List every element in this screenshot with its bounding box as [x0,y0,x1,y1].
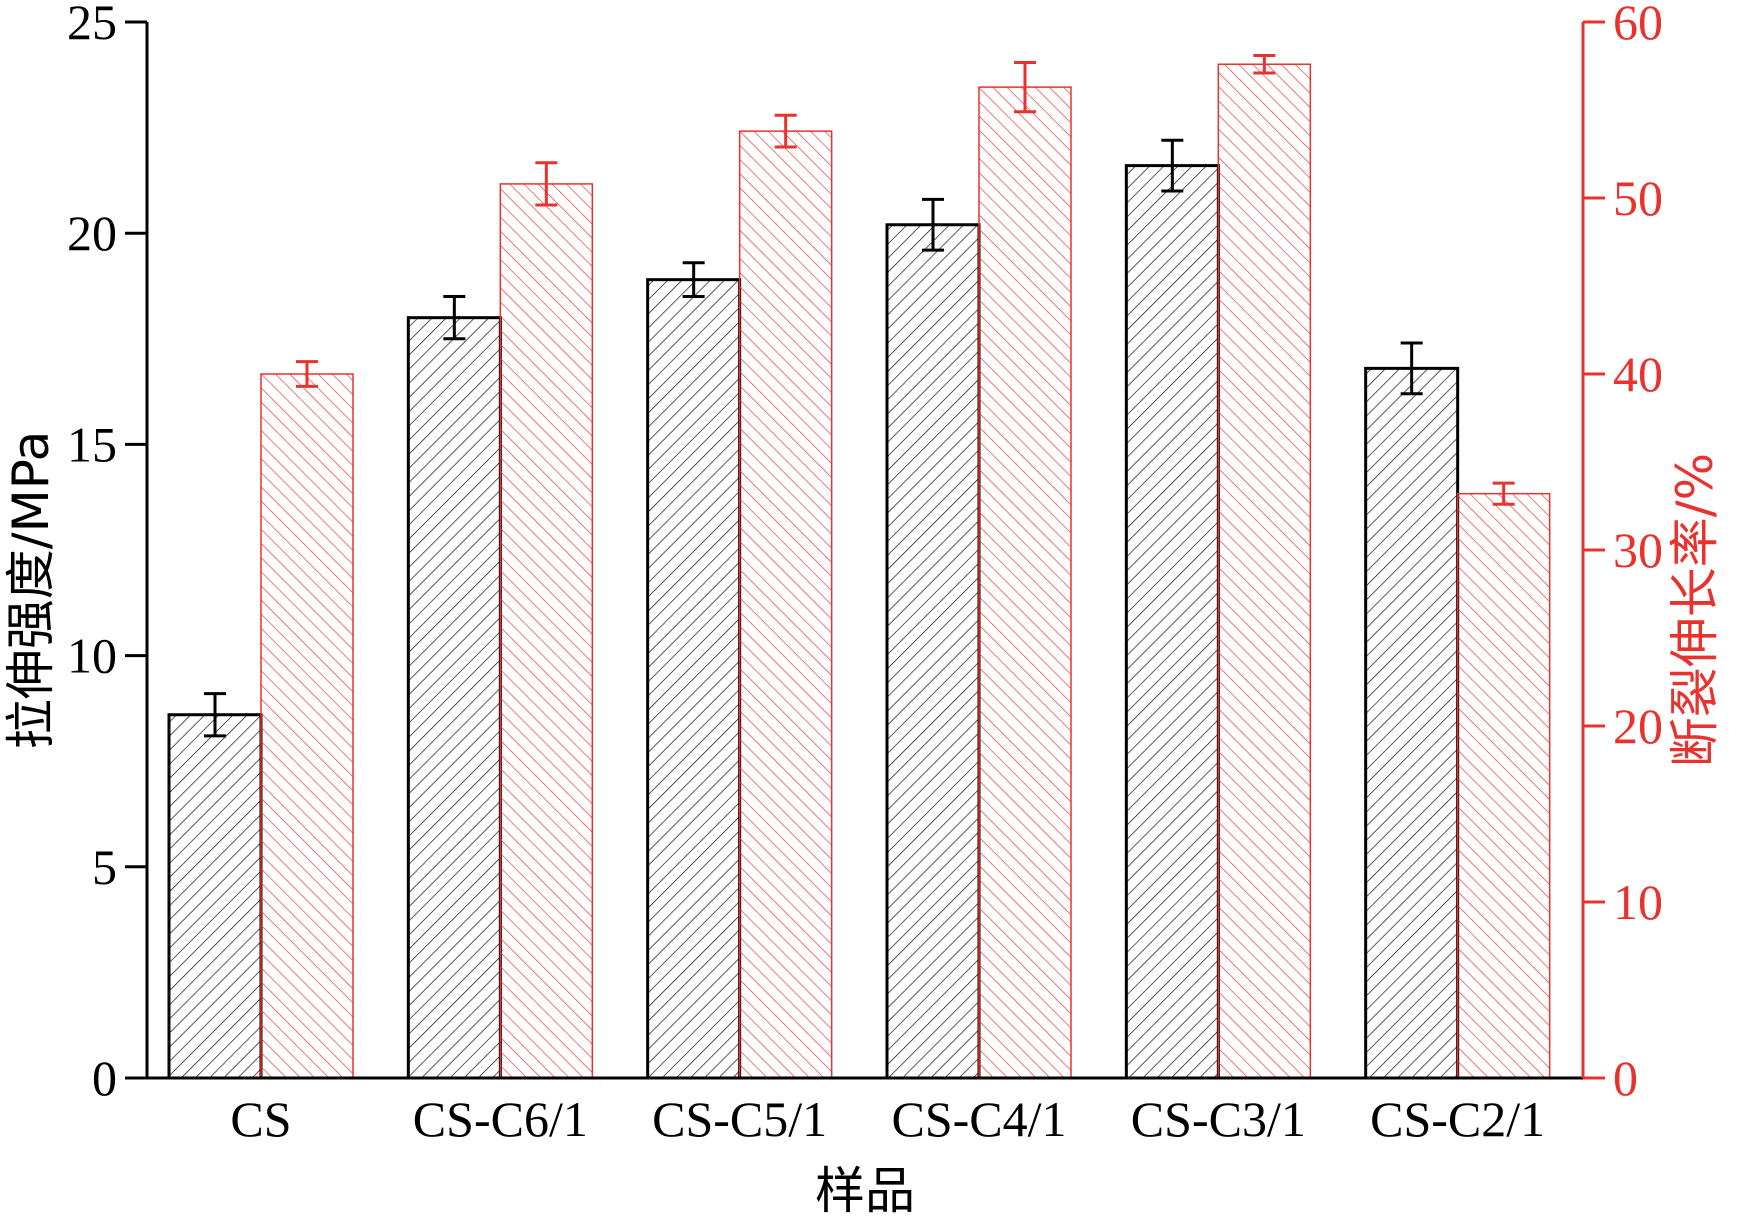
right-y-tick-label: 30 [1613,522,1663,578]
right-y-tick-label: 50 [1613,170,1663,226]
right-y-tick-label: 10 [1613,874,1663,930]
left-y-tick-label: 15 [67,416,117,472]
bar-elongation [260,373,354,1079]
left-y-tick-label: 20 [67,205,117,261]
bars-group [167,63,1551,1080]
bar-elongation [738,130,833,1079]
x-tick-label: CS-C5/1 [652,1091,827,1147]
x-axis-title: 样品 [815,1162,915,1220]
bar-tensile-strength [1364,366,1460,1080]
x-ticks: CS CS-C6/1 CS-C5/1 CS-C4/1 CS-C3/1 CS-C2/1 [230,1091,1545,1147]
bar-tensile-strength [406,316,502,1080]
x-tick-label: CS-C6/1 [413,1091,588,1147]
x-tick-label: CS-C3/1 [1131,1091,1306,1147]
bar-tensile-strength [167,713,263,1080]
error-bars-group [204,53,1515,738]
left-y-tick-label: 25 [67,0,117,50]
left-y-axis-title: 拉伸强度/MPa [2,431,60,750]
right-y-tick-label: 60 [1613,0,1663,50]
left-y-tick-label: 0 [92,1050,117,1106]
bar-tensile-strength [885,223,981,1080]
bar-tensile-strength [1124,164,1220,1080]
bar-elongation [499,183,594,1079]
x-tick-label: CS-C2/1 [1370,1091,1545,1147]
left-y-tick-label: 10 [67,628,117,684]
bar-tensile-strength [646,278,742,1080]
right-y-tick-label: 20 [1613,698,1663,754]
right-y-tick-label: 0 [1613,1050,1638,1106]
right-y-ticks: 0 10 20 30 40 50 60 [1583,0,1663,1106]
right-y-tick-label: 40 [1613,346,1663,402]
left-y-tick-label: 5 [92,839,117,895]
right-y-axis-title: 断裂伸长率/% [1666,453,1724,767]
x-tick-label: CS [230,1091,291,1147]
x-tick-label: CS-C4/1 [891,1091,1066,1147]
bar-elongation [1456,492,1551,1079]
bar-elongation [1217,63,1312,1079]
bar-elongation [978,86,1072,1079]
left-y-ticks: 0 5 10 15 20 25 [67,0,147,1106]
